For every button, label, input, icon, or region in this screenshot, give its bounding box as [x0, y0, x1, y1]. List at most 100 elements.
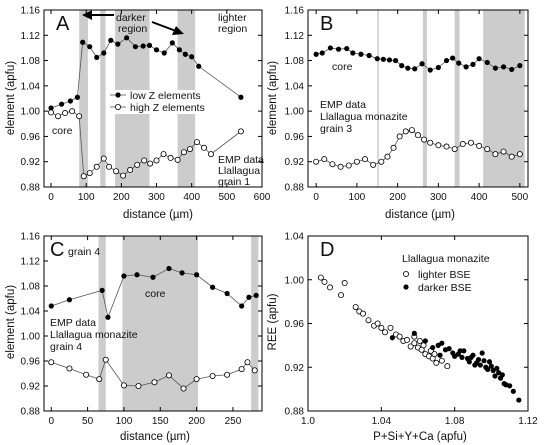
point-high-z-elements [362, 156, 369, 163]
panel-d-ylabel: REE (apfu) [267, 293, 279, 350]
panel-a-ylabel: element (apfu) [5, 61, 17, 135]
legend-low-z-label: low Z elements [130, 90, 201, 102]
x-tick-label: 50 [82, 416, 94, 427]
point-high-z-elements [500, 148, 507, 155]
point-darker-bse [510, 388, 516, 394]
point-high-z-elements [174, 156, 181, 163]
y-tick-label: 0.92 [285, 157, 305, 168]
y-tick-label: 1.12 [21, 257, 41, 268]
x-tick-label: 200 [113, 192, 130, 203]
point-low-z-elements [392, 57, 399, 64]
point-lighter-bse [341, 280, 348, 287]
y-tick-label: 0.96 [285, 132, 305, 143]
panel-c-ylabel: element (apfu) [5, 285, 17, 359]
panel-a-series [48, 35, 244, 180]
point-low-z-elements [150, 274, 156, 280]
point-high-z-elements [193, 139, 200, 146]
point-high-z-elements [153, 157, 160, 164]
point-lighter-bse [365, 317, 372, 324]
point-high-z-elements [321, 156, 328, 163]
point-low-z-elements [189, 54, 195, 60]
point-high-z-elements [151, 379, 158, 386]
point-high-z-elements [396, 133, 403, 140]
point-darker-bse [466, 359, 472, 365]
legend-lighter-bse-label: lighter BSE [418, 269, 471, 281]
point-high-z-elements [147, 160, 154, 167]
point-darker-bse [389, 335, 395, 341]
panel-d-series [317, 274, 522, 403]
x-tick-label: 0 [48, 416, 54, 427]
panel-b-series [313, 45, 523, 170]
point-high-z-elements [55, 113, 62, 120]
point-low-z-elements [470, 61, 476, 67]
point-high-z-elements [244, 359, 251, 366]
panel-a-core-label: core [52, 125, 73, 137]
x-tick-label: 200 [188, 416, 205, 427]
point-high-z-elements [378, 158, 385, 165]
panel-c-bands [98, 236, 259, 411]
y-tick-label: 1.04 [21, 307, 41, 318]
point-high-z-elements [193, 376, 200, 383]
point-high-z-elements [329, 161, 336, 168]
point-darker-bse [492, 373, 498, 379]
point-darker-bse [494, 365, 500, 371]
point-low-z-elements [443, 57, 450, 64]
point-low-z-elements [463, 64, 469, 70]
plot-frame [43, 9, 263, 188]
point-lighter-bse [321, 278, 328, 285]
point-low-z-elements [399, 63, 405, 69]
point-high-z-elements [106, 163, 113, 170]
point-low-z-elements [132, 44, 139, 50]
point-high-z-elements [48, 359, 55, 366]
y-tick-label: 0.96 [21, 132, 41, 143]
legend-lighter-bse-marker [402, 270, 409, 277]
panel-c-emp-label-3: grain 4 [50, 341, 82, 353]
point-low-z-elements [476, 56, 482, 62]
point-high-z-elements [353, 158, 360, 165]
x-tick-label: 250 [225, 416, 242, 427]
panel-c-xlabel: distance (µm) [120, 431, 190, 443]
point-lighter-bse [431, 351, 438, 358]
point-high-z-elements [484, 146, 491, 153]
y-tick-label: 1.16 [285, 6, 305, 17]
point-low-z-elements [419, 61, 425, 67]
panel-a: 0.88 0.92 0.96 1.00 1.04 1.08 1.12 1.16 0 100 200 3… [5, 6, 271, 222]
point-high-z-elements [200, 144, 207, 151]
point-high-z-elements [120, 172, 127, 179]
point-low-z-elements [74, 94, 81, 100]
point-low-z-elements [182, 51, 188, 57]
y-tick-label: 0.92 [285, 363, 305, 374]
band-b-3 [483, 10, 525, 187]
point-low-z-elements [48, 105, 54, 111]
point-high-z-elements [134, 161, 141, 168]
point-high-z-elements [370, 161, 377, 168]
point-low-z-elements [239, 303, 245, 309]
panel-d-letter: D [320, 239, 334, 261]
point-darker-bse [486, 359, 493, 365]
point-darker-bse [475, 356, 482, 363]
point-high-z-elements [492, 151, 499, 158]
x-tick-label: 100 [116, 416, 133, 427]
point-high-z-elements [69, 108, 76, 115]
x-tick-label: 1.0 [301, 416, 315, 427]
point-high-z-elements [120, 382, 127, 389]
point-low-z-elements [344, 45, 350, 52]
y-tick-label: 1.04 [285, 232, 305, 243]
point-low-z-elements [450, 55, 456, 61]
point-low-z-elements [484, 59, 490, 66]
x-tick-label: 500 [218, 192, 235, 203]
point-lighter-bse [433, 359, 440, 366]
point-darker-bse [507, 383, 513, 389]
panel-a-xlabel: distance (µm) [123, 209, 193, 221]
point-high-z-elements [160, 151, 167, 158]
point-low-z-elements [335, 46, 342, 52]
point-lighter-bse [337, 292, 344, 299]
point-low-z-elements [509, 66, 515, 73]
x-tick-label: 400 [183, 192, 200, 203]
point-lighter-bse [416, 337, 423, 344]
point-low-z-elements [124, 35, 130, 41]
point-low-z-elements [253, 292, 259, 298]
point-low-z-elements [246, 294, 252, 300]
point-high-z-elements [83, 371, 90, 378]
point-high-z-elements [93, 163, 100, 170]
